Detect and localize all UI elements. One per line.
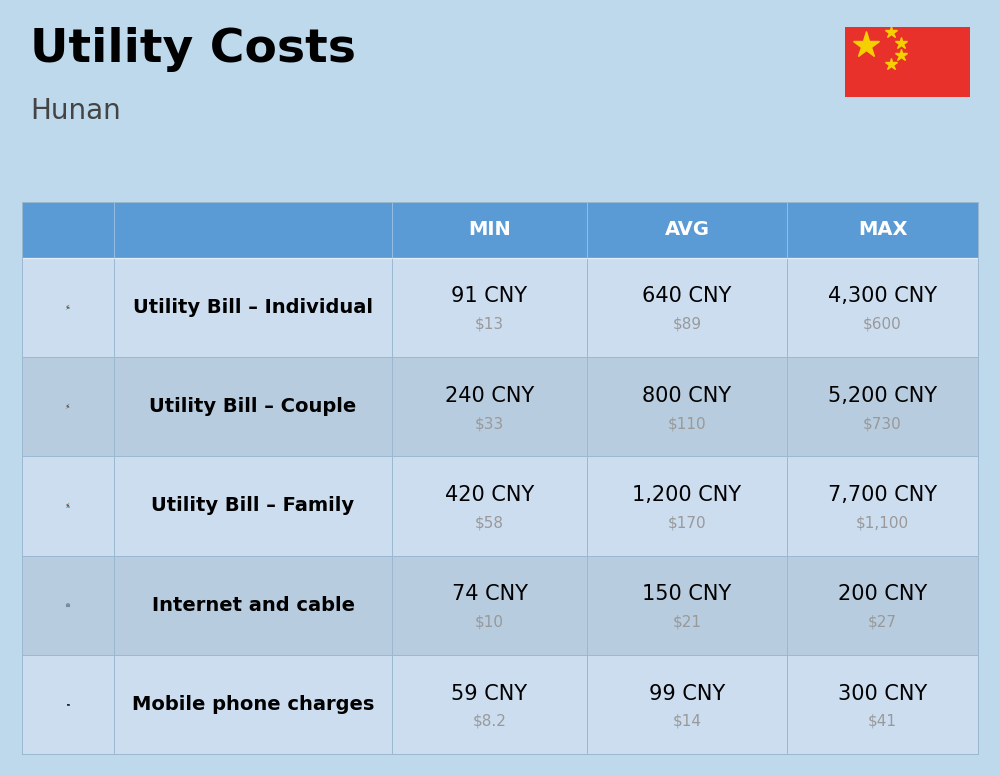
Text: $41: $41 [868, 714, 897, 729]
Text: 5,200 CNY: 5,200 CNY [828, 386, 937, 406]
Text: 91 CNY: 91 CNY [451, 286, 528, 307]
Bar [22, 357, 978, 456]
Text: $730: $730 [863, 416, 902, 431]
Text: 150 CNY: 150 CNY [642, 584, 732, 605]
Text: $110: $110 [668, 416, 706, 431]
Text: $89: $89 [672, 317, 702, 331]
Text: MAX: MAX [858, 220, 907, 239]
Text: 640 CNY: 640 CNY [642, 286, 732, 307]
Text: $58: $58 [475, 515, 504, 530]
Text: Utility Bill – Couple: Utility Bill – Couple [149, 397, 357, 416]
Bar [22, 456, 978, 556]
Text: $600: $600 [863, 317, 902, 331]
Text: ⚡: ⚡ [65, 503, 70, 509]
Text: 200 CNY: 200 CNY [838, 584, 927, 605]
Text: $33: $33 [475, 416, 504, 431]
Bar [22, 655, 978, 754]
Text: ⚡: ⚡ [65, 404, 70, 410]
Text: $10: $10 [475, 615, 504, 629]
Text: Internet and cable: Internet and cable [152, 596, 354, 615]
Text: Utility Bill – Family: Utility Bill – Family [151, 497, 355, 515]
Text: ⚡: ⚡ [65, 304, 70, 310]
Text: Mobile phone charges: Mobile phone charges [132, 695, 374, 714]
Text: Utility Bill – Individual: Utility Bill – Individual [133, 298, 373, 317]
Text: $13: $13 [475, 317, 504, 331]
Text: $14: $14 [672, 714, 702, 729]
Text: 1,200 CNY: 1,200 CNY [632, 485, 742, 505]
Text: $27: $27 [868, 615, 897, 629]
Text: $21: $21 [672, 615, 702, 629]
Text: 74 CNY: 74 CNY [452, 584, 528, 605]
Text: 4,300 CNY: 4,300 CNY [828, 286, 937, 307]
Text: 420 CNY: 420 CNY [445, 485, 534, 505]
Text: Hunan: Hunan [30, 97, 121, 125]
Text: 800 CNY: 800 CNY [642, 386, 732, 406]
Text: $170: $170 [668, 515, 706, 530]
Text: 59 CNY: 59 CNY [451, 684, 528, 704]
Text: MIN: MIN [468, 220, 511, 239]
Bar [845, 27, 970, 97]
Text: $8.2: $8.2 [473, 714, 506, 729]
Bar [22, 258, 978, 357]
Text: Utility Costs: Utility Costs [30, 27, 356, 72]
Text: AVG: AVG [664, 220, 710, 239]
Text: 240 CNY: 240 CNY [445, 386, 534, 406]
Text: 300 CNY: 300 CNY [838, 684, 927, 704]
Bar [22, 202, 978, 258]
Text: 7,700 CNY: 7,700 CNY [828, 485, 937, 505]
Bar [22, 556, 978, 655]
Bar [67, 704, 69, 705]
Text: $1,100: $1,100 [856, 515, 909, 530]
Bar [67, 704, 69, 705]
Text: 99 CNY: 99 CNY [649, 684, 725, 704]
